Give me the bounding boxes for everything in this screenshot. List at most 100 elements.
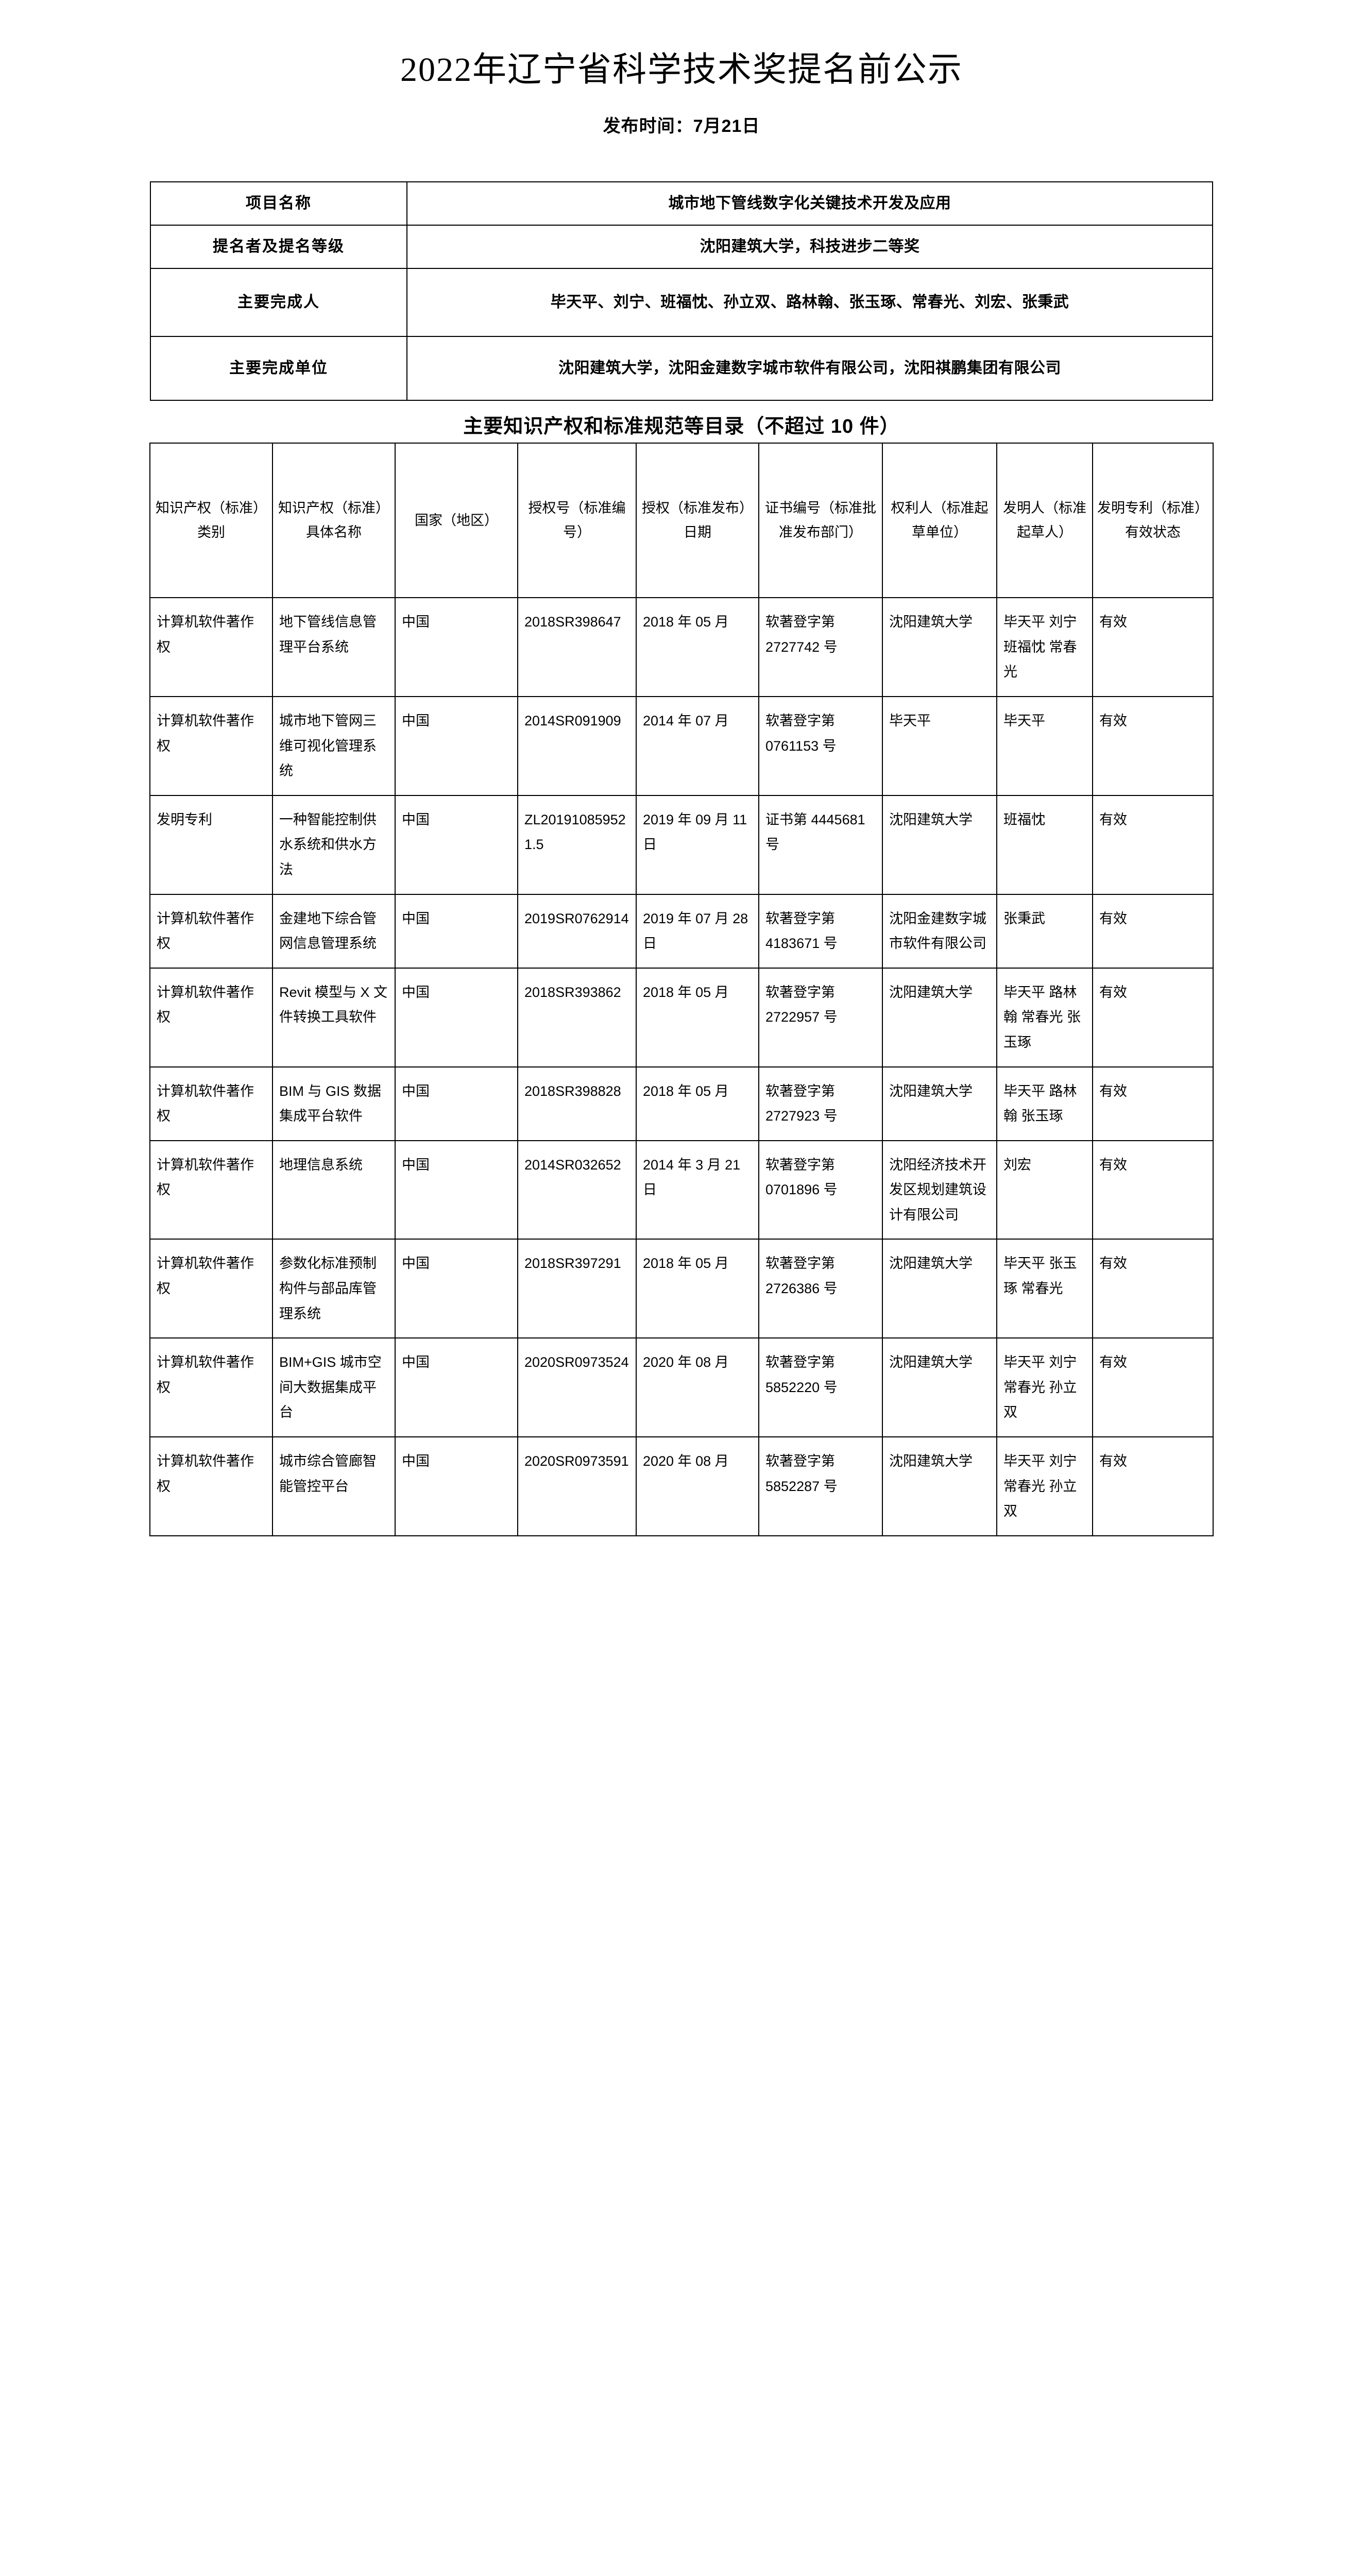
info-value-main-organizations: 沈阳建筑大学，沈阳金建数字城市软件有限公司，沈阳祺鹏集团有限公司 (406, 336, 1213, 401)
cell-ip-name: 金建地下综合管网信息管理系统 (272, 893, 396, 969)
cell-ip-name: Revit 模型与 X 文件转换工具软件 (272, 967, 396, 1067)
cell-status: 有效 (1092, 967, 1214, 1067)
cell-ip-type: 计算机软件著作权 (149, 597, 273, 697)
cell-certificate-number: 软著登字第 2727742 号 (758, 597, 883, 697)
cell-certificate-number: 软著登字第 4183671 号 (758, 893, 883, 969)
cell-status: 有效 (1092, 1337, 1214, 1438)
cell-ip-name: 一种智能控制供水系统和供水方法 (272, 794, 396, 895)
cell-grant-date: 2018 年 05 月 (636, 967, 759, 1067)
table-row: 提名者及提名等级 沈阳建筑大学，科技进步二等奖 (150, 225, 1213, 269)
cell-ip-type: 计算机软件著作权 (149, 967, 273, 1067)
title-block: 2022年辽宁省科学技术奖提名前公示 发布时间：7月21日 (0, 0, 1363, 137)
cell-status: 有效 (1092, 1436, 1214, 1536)
cell-country: 中国 (395, 794, 518, 895)
cell-grant-number: 2019SR0762914 (517, 893, 637, 969)
cell-ip-type: 计算机软件著作权 (149, 1239, 273, 1339)
cell-grant-number: 2014SR032652 (517, 1140, 637, 1240)
cell-country: 中国 (395, 893, 518, 969)
cell-inventor: 毕天平 刘宁 班福忱 常春光 (996, 597, 1093, 697)
table-row: 计算机软件著作权 BIM+GIS 城市空间大数据集成平台 中国 2020SR09735… (149, 1337, 1214, 1438)
table-row: 主要完成单位 沈阳建筑大学，沈阳金建数字城市软件有限公司，沈阳祺鹏集团有限公司 (150, 336, 1213, 401)
column-header-country: 国家（地区） (395, 443, 518, 599)
cell-rights-holder: 沈阳建筑大学 (882, 1436, 997, 1536)
cell-inventor: 毕天平 刘宁 常春光 孙立双 (996, 1337, 1093, 1438)
publish-date: 发布时间：7月21日 (603, 116, 760, 137)
cell-grant-number: 2014SR091909 (517, 696, 637, 796)
column-header-grant-date: 授权（标准发布）日期 (636, 443, 759, 599)
table-row: 计算机软件著作权 城市综合管廊智能管控平台 中国 2020SR0973591 2020 … (149, 1436, 1214, 1536)
cell-status: 有效 (1092, 1066, 1214, 1141)
column-header-inventor: 发明人（标准起草人） (996, 443, 1093, 599)
column-header-grant-number: 授权号（标准编号） (517, 443, 637, 599)
table-row: 计算机软件著作权 BIM 与 GIS 数据集成平台软件 中国 2018SR398828… (149, 1066, 1214, 1141)
cell-grant-number: 2020SR0973591 (517, 1436, 637, 1536)
cell-grant-date: 2014 年 3 月 21 日 (636, 1140, 759, 1240)
cell-grant-number: 2018SR397291 (517, 1239, 637, 1339)
info-value-project-name: 城市地下管线数字化关键技术开发及应用 (406, 181, 1213, 226)
table-row: 计算机软件著作权 金建地下综合管网信息管理系统 中国 2019SR0762914 201… (149, 893, 1214, 969)
cell-status: 有效 (1092, 1140, 1214, 1240)
cell-grant-date: 2018 年 05 月 (636, 1239, 759, 1339)
cell-ip-name: 地下管线信息管理平台系统 (272, 597, 396, 697)
column-header-status: 发明专利（标准）有效状态 (1092, 443, 1214, 599)
cell-country: 中国 (395, 1337, 518, 1438)
cell-status: 有效 (1092, 893, 1214, 969)
cell-rights-holder: 毕天平 (882, 696, 997, 796)
cell-grant-number: 2018SR393862 (517, 967, 637, 1067)
cell-status: 有效 (1092, 794, 1214, 895)
table-row: 计算机软件著作权 地下管线信息管理平台系统 中国 2018SR398647 2018 年… (149, 597, 1214, 697)
table-row: 计算机软件著作权 Revit 模型与 X 文件转换工具软件 中国 2018SR3938… (149, 967, 1214, 1067)
cell-ip-type: 计算机软件著作权 (149, 1066, 273, 1141)
cell-certificate-number: 软著登字第 2722957 号 (758, 967, 883, 1067)
column-header-rights-holder: 权利人（标准起草单位） (882, 443, 997, 599)
table-row: 发明专利 一种智能控制供水系统和供水方法 中国 ZL201910859521.5 201… (149, 794, 1214, 895)
cell-rights-holder: 沈阳建筑大学 (882, 1066, 997, 1141)
cell-inventor: 张秉武 (996, 893, 1093, 969)
cell-grant-number: 2020SR0973524 (517, 1337, 637, 1438)
cell-ip-name: 城市综合管廊智能管控平台 (272, 1436, 396, 1536)
column-header-ip-type: 知识产权（标准）类别 (149, 443, 273, 599)
cell-ip-name: BIM+GIS 城市空间大数据集成平台 (272, 1337, 396, 1438)
cell-ip-type: 计算机软件著作权 (149, 1140, 273, 1240)
cell-inventor: 毕天平 张玉琢 常春光 (996, 1239, 1093, 1339)
cell-rights-holder: 沈阳经济技术开发区规划建筑设计有限公司 (882, 1140, 997, 1240)
cell-status: 有效 (1092, 1239, 1214, 1339)
info-label-nominator: 提名者及提名等级 (150, 225, 407, 269)
cell-certificate-number: 软著登字第 5852287 号 (758, 1436, 883, 1536)
cell-country: 中国 (395, 1066, 518, 1141)
table-row: 项目名称 城市地下管线数字化关键技术开发及应用 (150, 181, 1213, 226)
cell-grant-date: 2019 年 09 月 11 日 (636, 794, 759, 895)
cell-certificate-number: 软著登字第 0761153 号 (758, 696, 883, 796)
column-header-certificate-number: 证书编号（标准批准发布部门） (758, 443, 883, 599)
table-row: 计算机软件著作权 地理信息系统 中国 2014SR032652 2014 年 3 月 2… (149, 1140, 1214, 1240)
cell-grant-date: 2014 年 07 月 (636, 696, 759, 796)
cell-grant-date: 2020 年 08 月 (636, 1436, 759, 1536)
column-header-ip-name: 知识产权（标准）具体名称 (272, 443, 396, 599)
cell-ip-type: 计算机软件著作权 (149, 1436, 273, 1536)
cell-country: 中国 (395, 696, 518, 796)
page-title: 2022年辽宁省科学技术奖提名前公示 (400, 51, 963, 89)
cell-status: 有效 (1092, 696, 1214, 796)
cell-ip-name: BIM 与 GIS 数据集成平台软件 (272, 1066, 396, 1141)
cell-rights-holder: 沈阳建筑大学 (882, 597, 997, 697)
info-label-project-name: 项目名称 (150, 181, 407, 226)
ip-section-heading: 主要知识产权和标准规范等目录（不超过 10 件） (463, 416, 900, 438)
cell-grant-date: 2018 年 05 月 (636, 1066, 759, 1141)
cell-grant-date: 2020 年 08 月 (636, 1337, 759, 1438)
ip-list-table: 知识产权（标准）类别 知识产权（标准）具体名称 国家（地区） 授权号（标准编号）… (149, 443, 1214, 1536)
info-label-main-organizations: 主要完成单位 (150, 336, 407, 401)
cell-ip-type: 计算机软件著作权 (149, 1337, 273, 1438)
info-label-main-contributors: 主要完成人 (150, 268, 407, 337)
cell-certificate-number: 软著登字第 2726386 号 (758, 1239, 883, 1339)
cell-inventor: 毕天平 (996, 696, 1093, 796)
cell-inventor: 毕天平 刘宁 常春光 孙立双 (996, 1436, 1093, 1536)
cell-ip-name: 地理信息系统 (272, 1140, 396, 1240)
cell-certificate-number: 证书第 4445681 号 (758, 794, 883, 895)
cell-ip-name: 参数化标准预制构件与部品库管理系统 (272, 1239, 396, 1339)
project-info-table: 项目名称 城市地下管线数字化关键技术开发及应用 提名者及提名等级 沈阳建筑大学，… (150, 181, 1213, 401)
cell-certificate-number: 软著登字第 5852220 号 (758, 1337, 883, 1438)
cell-inventor: 班福忱 (996, 794, 1093, 895)
info-value-main-contributors: 毕天平、刘宁、班福忱、孙立双、路林翰、张玉琢、常春光、刘宏、张秉武 (406, 268, 1213, 337)
info-value-nominator: 沈阳建筑大学，科技进步二等奖 (406, 225, 1213, 269)
